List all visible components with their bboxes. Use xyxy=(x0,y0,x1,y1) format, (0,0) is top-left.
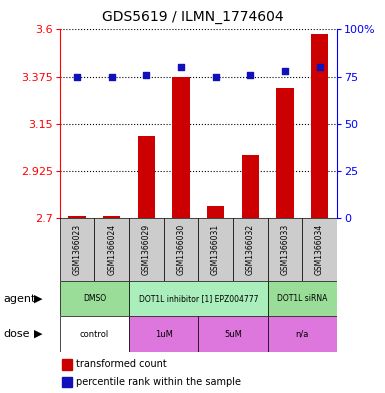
Bar xyxy=(62,359,72,369)
Point xyxy=(74,73,80,80)
Bar xyxy=(62,376,72,387)
Bar xyxy=(138,136,155,218)
Text: transformed count: transformed count xyxy=(76,359,167,369)
Bar xyxy=(302,218,337,281)
Point xyxy=(109,73,115,80)
Text: control: control xyxy=(80,330,109,338)
Point xyxy=(282,68,288,74)
Bar xyxy=(172,77,189,218)
Bar xyxy=(233,218,268,281)
Bar xyxy=(198,316,268,352)
Point xyxy=(178,64,184,70)
Text: GSM1366034: GSM1366034 xyxy=(315,224,324,275)
Bar xyxy=(69,217,86,218)
Text: 5uM: 5uM xyxy=(224,330,242,338)
Text: GSM1366033: GSM1366033 xyxy=(280,224,290,275)
Text: GSM1366031: GSM1366031 xyxy=(211,224,220,275)
Bar xyxy=(60,316,129,352)
Point xyxy=(316,64,323,70)
Text: GSM1366024: GSM1366024 xyxy=(107,224,116,275)
Text: percentile rank within the sample: percentile rank within the sample xyxy=(76,377,241,387)
Bar xyxy=(268,316,337,352)
Bar xyxy=(268,281,337,316)
Bar xyxy=(103,216,120,218)
Text: DOT1L inhibitor [1] EPZ004777: DOT1L inhibitor [1] EPZ004777 xyxy=(139,294,258,303)
Text: GSM1366029: GSM1366029 xyxy=(142,224,151,275)
Point xyxy=(247,72,253,78)
Text: ▶: ▶ xyxy=(34,294,43,304)
Point xyxy=(213,73,219,80)
Bar xyxy=(311,34,328,218)
Text: GDS5619 / ILMN_1774604: GDS5619 / ILMN_1774604 xyxy=(102,10,283,24)
Bar xyxy=(129,316,198,352)
Point xyxy=(143,72,149,78)
Text: GSM1366023: GSM1366023 xyxy=(72,224,82,275)
Bar xyxy=(268,218,302,281)
Bar xyxy=(276,88,293,218)
Bar xyxy=(60,281,129,316)
Bar xyxy=(164,218,198,281)
Text: GSM1366032: GSM1366032 xyxy=(246,224,255,275)
Bar xyxy=(129,281,268,316)
Text: agent: agent xyxy=(4,294,36,304)
Text: GSM1366030: GSM1366030 xyxy=(176,224,186,275)
Text: 1uM: 1uM xyxy=(155,330,172,338)
Bar xyxy=(242,155,259,218)
Text: dose: dose xyxy=(4,329,30,339)
Bar xyxy=(207,206,224,218)
Text: DOT1L siRNA: DOT1L siRNA xyxy=(277,294,327,303)
Text: DMSO: DMSO xyxy=(83,294,106,303)
Bar xyxy=(94,218,129,281)
Text: n/a: n/a xyxy=(296,330,309,338)
Bar xyxy=(60,218,94,281)
Text: ▶: ▶ xyxy=(34,329,43,339)
Bar xyxy=(129,218,164,281)
Bar xyxy=(198,218,233,281)
